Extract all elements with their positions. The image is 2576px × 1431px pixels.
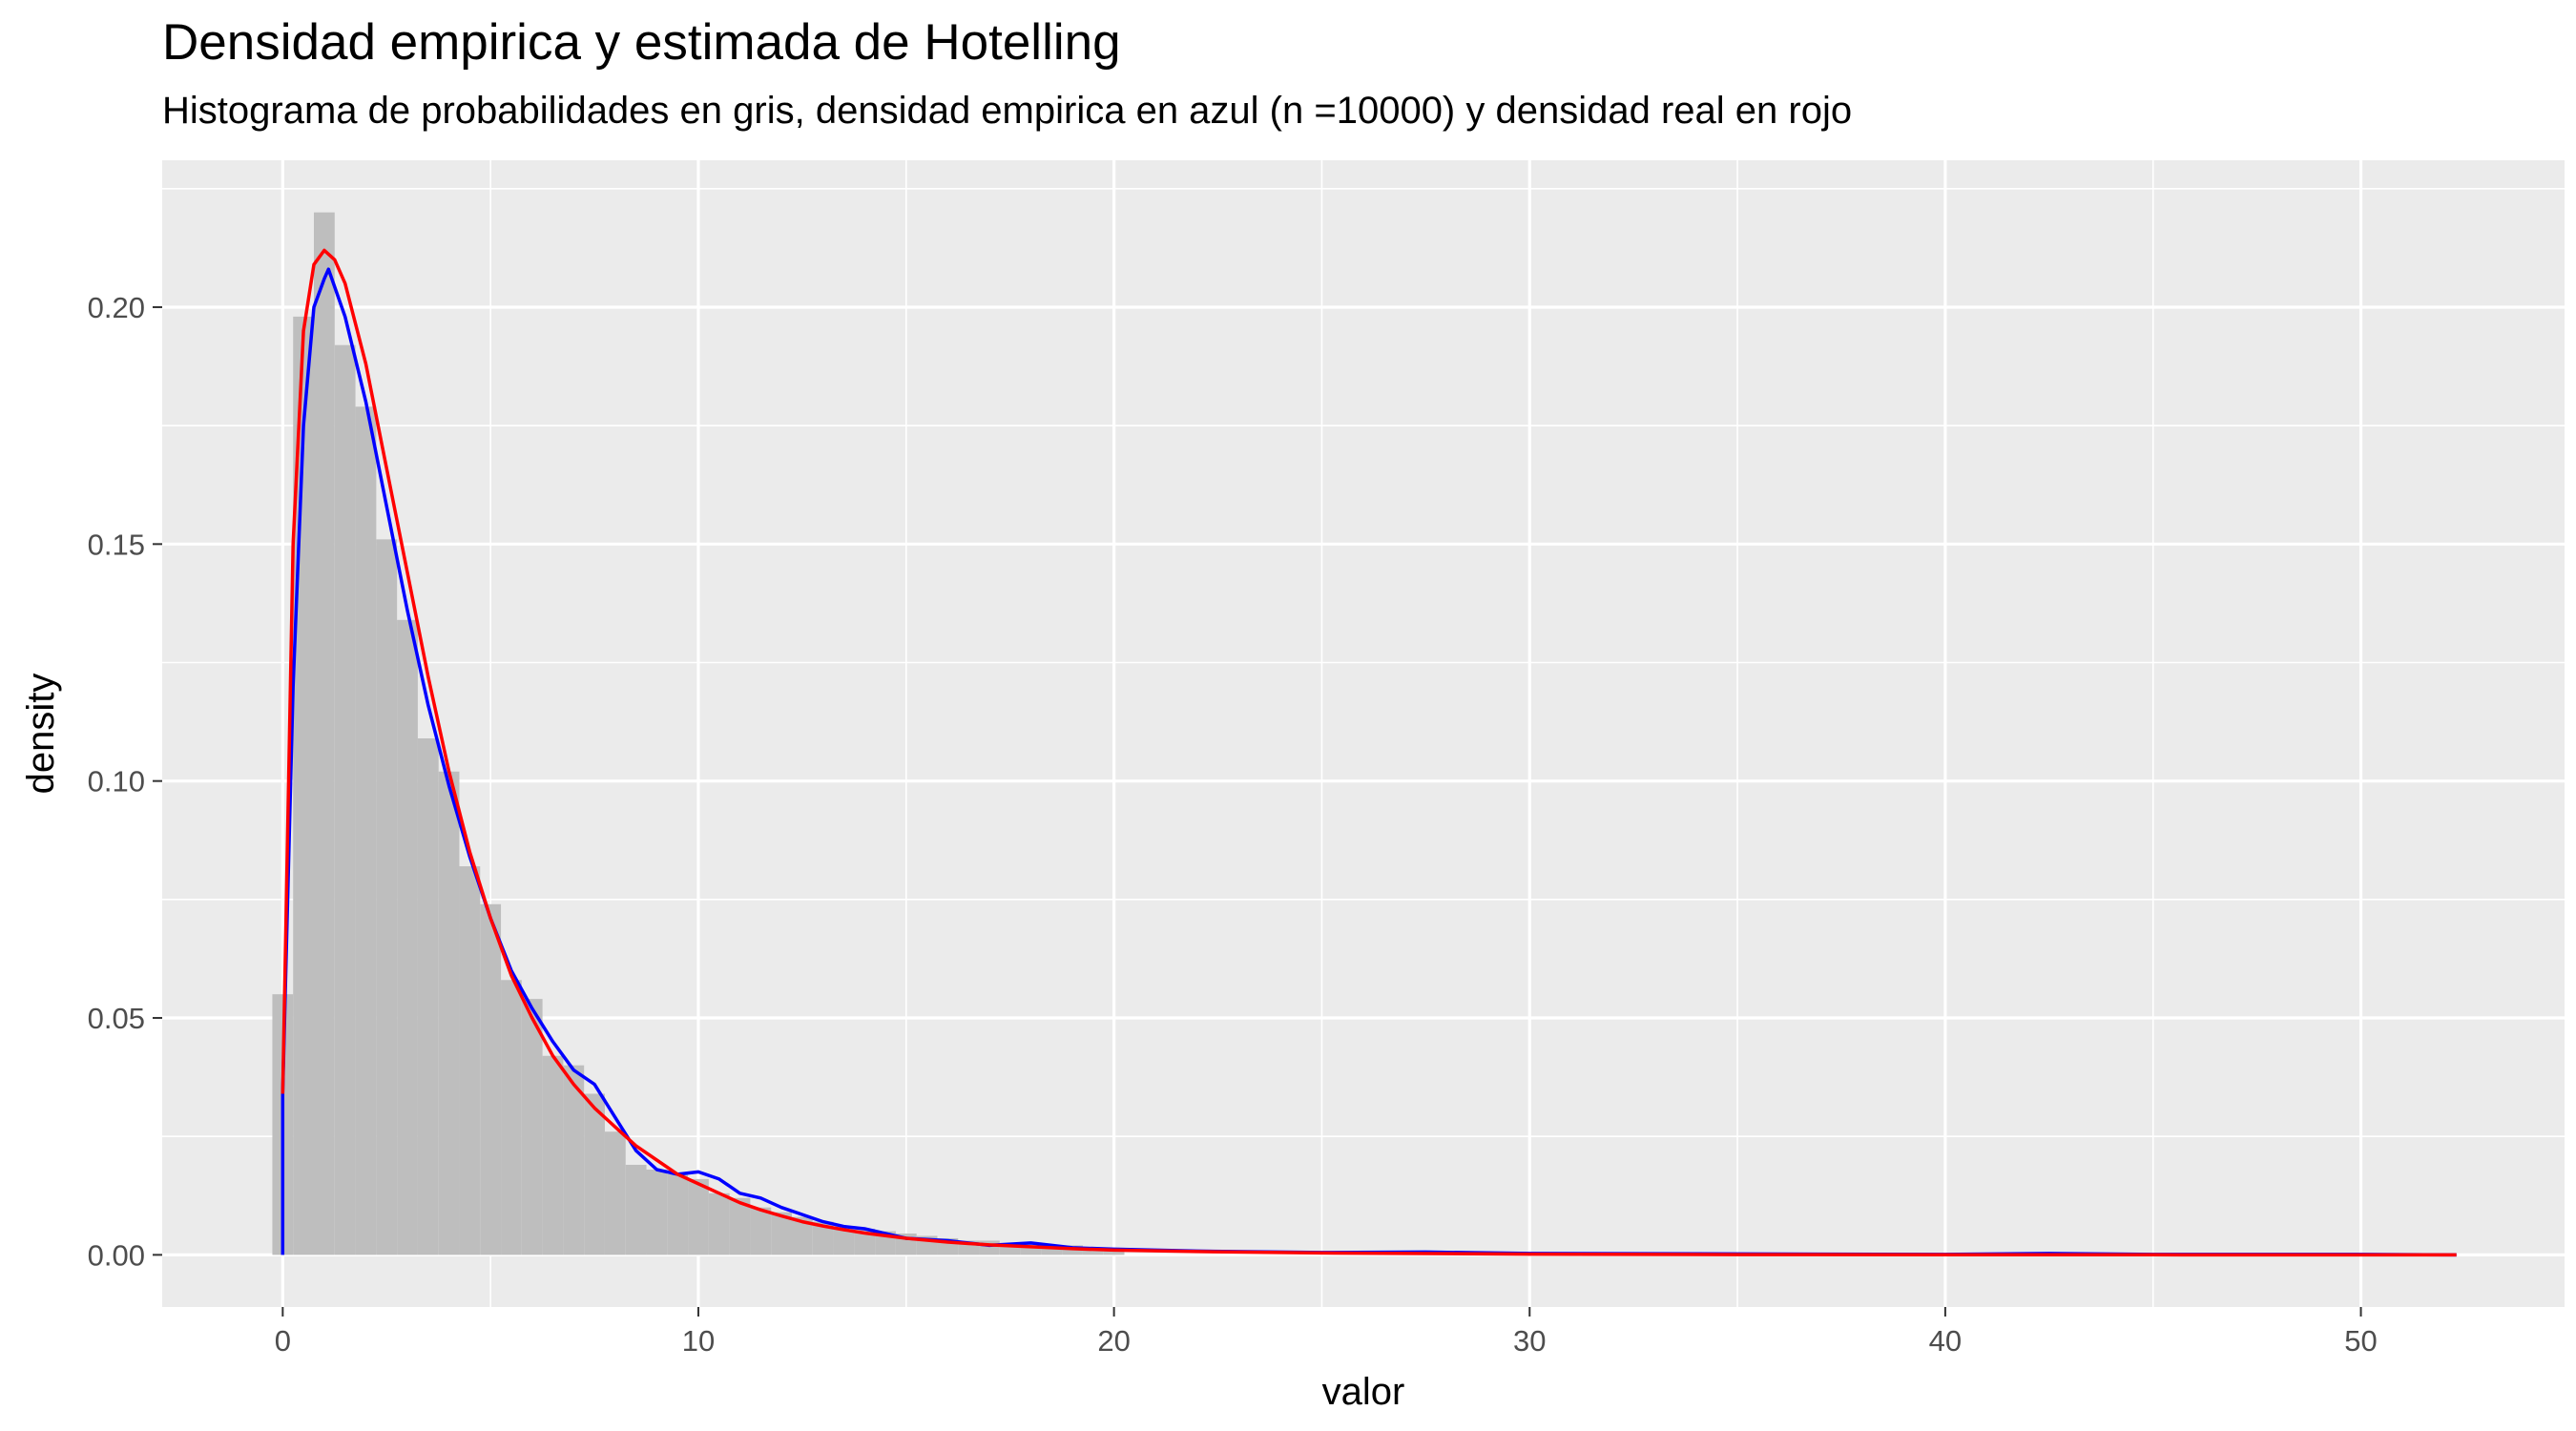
x-tick-label: 30 [1513, 1324, 1546, 1358]
histogram-bar [604, 1131, 626, 1255]
histogram-bar [750, 1207, 772, 1255]
histogram-bar [459, 866, 481, 1255]
x-axis-title: valor [1322, 1371, 1405, 1413]
histogram-bar [729, 1197, 751, 1255]
histogram-bar [480, 903, 502, 1255]
histogram-bar [771, 1212, 792, 1255]
histogram-bars [272, 212, 1125, 1255]
histogram-bar [397, 619, 418, 1255]
histogram-bar [314, 212, 335, 1255]
histogram-bar [417, 737, 439, 1255]
x-tick-label: 10 [682, 1324, 715, 1358]
histogram-bar [563, 1065, 585, 1255]
histogram-bar [501, 980, 522, 1255]
y-tick-label: 0.00 [88, 1238, 145, 1272]
histogram-bar [791, 1216, 813, 1255]
y-tick-label: 0.15 [88, 528, 145, 561]
histogram-bar [376, 539, 398, 1255]
histogram-bar [438, 771, 460, 1255]
y-tick-label: 0.20 [88, 291, 145, 324]
histogram-bar [584, 1093, 605, 1255]
histogram-bar [812, 1221, 834, 1255]
histogram-bar [646, 1169, 668, 1255]
histogram-bar [688, 1178, 709, 1255]
histogram-bar [355, 406, 377, 1255]
histogram-bar [1082, 1247, 1104, 1255]
chart-subtitle: Histograma de probabilidades en gris, de… [162, 90, 1853, 132]
x-tick-label: 0 [275, 1324, 291, 1358]
y-tick-label: 0.10 [88, 765, 145, 798]
histogram-bar [1041, 1245, 1063, 1255]
x-tick-label: 40 [1929, 1324, 1962, 1358]
chart-title: Densidad empirica y estimada de Hotellin… [162, 14, 1121, 71]
x-tick-label: 20 [1097, 1324, 1130, 1358]
histogram-bar [334, 344, 356, 1255]
y-tick-label: 0.05 [88, 1002, 145, 1035]
histogram-bar [833, 1226, 855, 1255]
histogram-bar [708, 1192, 730, 1255]
histogram-bar [542, 1055, 564, 1255]
histogram-bar [625, 1164, 647, 1255]
y-axis-title: density [20, 674, 62, 795]
histogram-bar [667, 1173, 689, 1255]
x-tick-label: 50 [2344, 1324, 2377, 1358]
histogram-bar [521, 999, 543, 1255]
real-density-line [280, 248, 2457, 1257]
